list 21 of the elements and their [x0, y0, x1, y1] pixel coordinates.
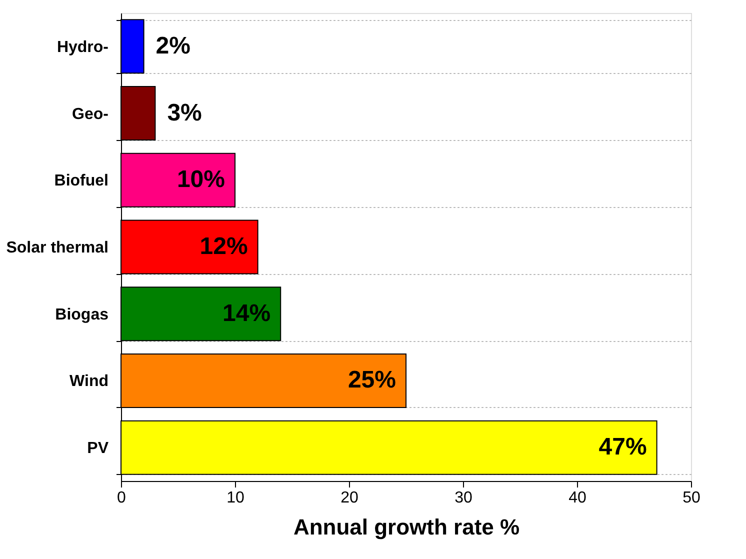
data-label: 12%: [200, 233, 248, 260]
data-label: 10%: [176, 166, 225, 194]
x-tick-label: 20: [340, 490, 358, 506]
data-label: 25%: [348, 366, 396, 394]
x-tick-label: 40: [568, 490, 586, 506]
y-tick-label: PV: [87, 440, 109, 458]
x-axis-title: Annual growth rate %: [293, 514, 520, 540]
x-tick-label: 30: [454, 490, 472, 506]
x-tick-label: 10: [226, 490, 244, 506]
y-tick-label: Biogas: [55, 306, 109, 324]
y-tick-label: Solar thermal: [6, 240, 108, 256]
x-tick-label: 0: [117, 490, 126, 506]
data-label: 14%: [222, 300, 271, 327]
y-tick-label: Wind: [70, 373, 108, 390]
data-label: 3%: [167, 99, 202, 126]
y-tick-label: Geo-: [72, 106, 108, 123]
y-tick-label: Biofuel: [54, 172, 108, 190]
y-tick-label: Hydro-: [56, 38, 108, 56]
data-label: 47%: [598, 434, 647, 461]
x-tick-label: 50: [682, 490, 700, 506]
data-label: 2%: [156, 32, 190, 60]
